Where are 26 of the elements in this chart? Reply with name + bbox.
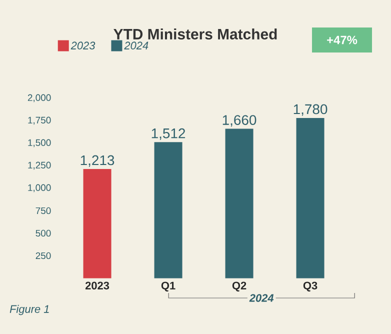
y-tick-label: 250 xyxy=(36,252,51,260)
x-tick-label: Q2 xyxy=(232,282,246,292)
bar xyxy=(225,128,254,278)
y-tick-label: 2,000 xyxy=(28,94,51,102)
bar xyxy=(154,142,182,278)
data-label: 1,213 xyxy=(80,155,114,167)
legend-label: 2023 xyxy=(70,42,96,50)
legend-label: 2024 xyxy=(124,42,148,50)
y-tick-label: 500 xyxy=(36,230,51,237)
bar xyxy=(296,118,324,278)
text: 2024 xyxy=(249,294,274,302)
x-tick-label: 2023 xyxy=(85,282,110,290)
text: +47% xyxy=(327,36,358,44)
data-label: 1,512 xyxy=(152,128,186,140)
bar xyxy=(83,169,112,278)
y-tick-label: 1,750 xyxy=(28,116,51,125)
x-tick-label: Q1 xyxy=(161,282,176,292)
y-tick-label: 750 xyxy=(36,207,51,214)
data-label: 1,660 xyxy=(222,115,256,127)
caption: Figure 1 xyxy=(10,304,49,316)
y-tick-label: 1,500 xyxy=(28,139,51,148)
x-tick-label: Q3 xyxy=(303,282,318,292)
y-tick-label: 1,000 xyxy=(28,184,51,192)
data-label: 1,780 xyxy=(294,104,328,116)
y-tick-label: 1,250 xyxy=(28,162,51,170)
chart-title: YTD Ministers Matched xyxy=(114,28,277,40)
